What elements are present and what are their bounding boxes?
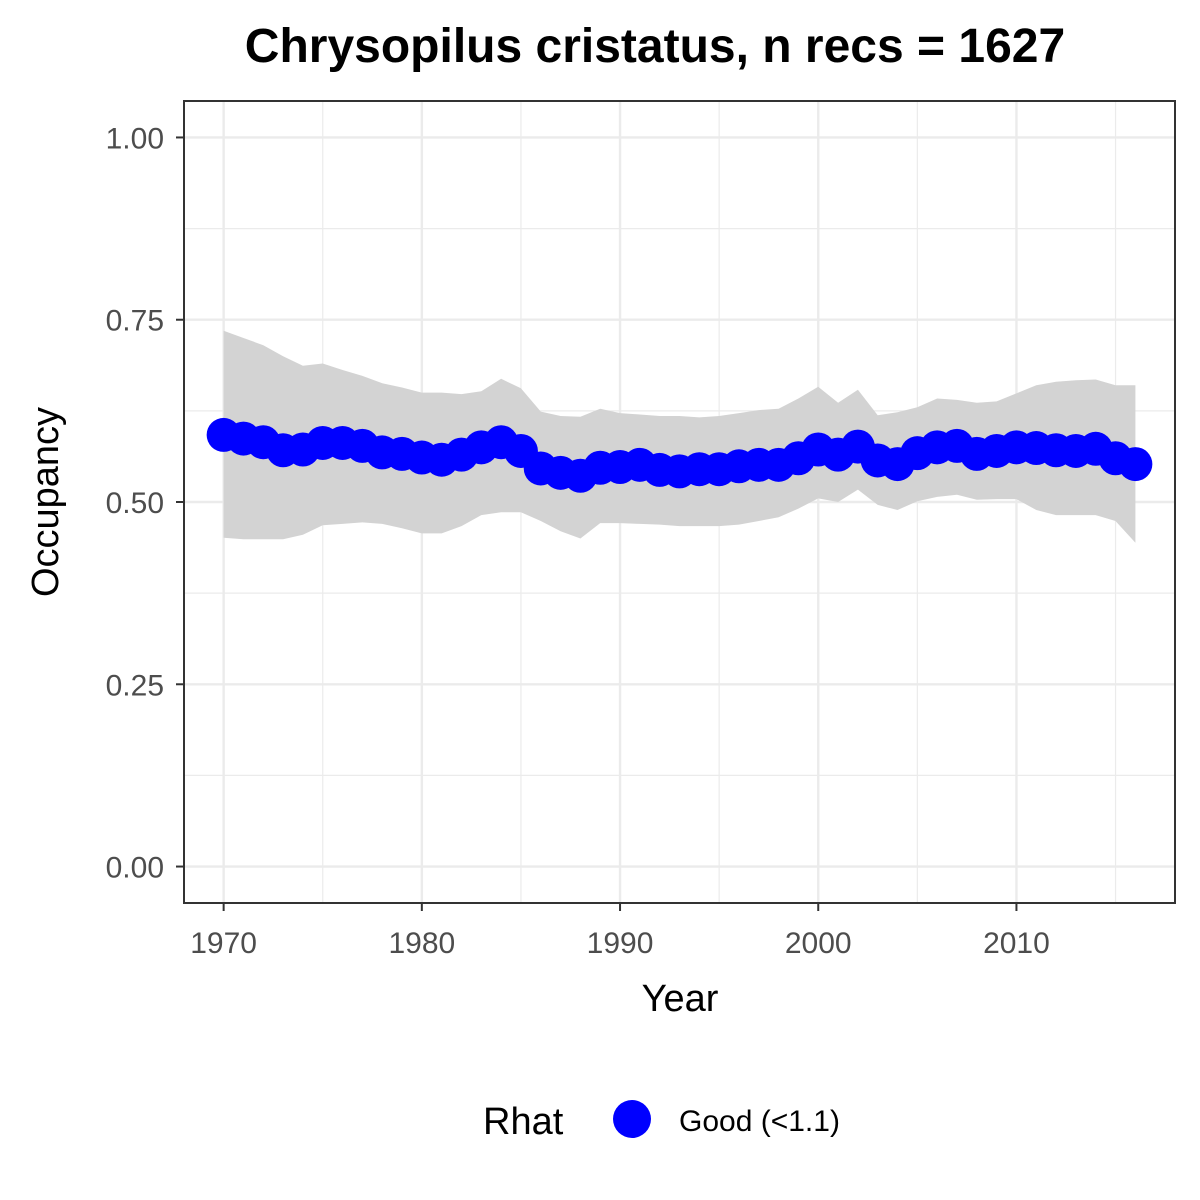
x-tick-label: 1990 [587, 927, 654, 960]
legend-key-good [613, 1100, 651, 1138]
y-tick-label: 1.00 [106, 122, 164, 155]
data-points [206, 417, 1153, 493]
y-tick-label: 0.25 [106, 669, 164, 702]
legend-label-good: Good (<1.1) [679, 1105, 840, 1138]
x-tick-label: 2010 [983, 927, 1050, 960]
axis-ticks: 1970 1980 1990 2000 2010 0.00 0.25 0.50 0.75 1.00 [106, 122, 1050, 960]
chart-title: Chrysopilus cristatus, n recs = 1627 [245, 20, 1065, 73]
x-axis-title: Year [642, 978, 719, 1020]
x-tick-label: 1980 [388, 927, 455, 960]
credible-interval-ribbon [223, 330, 1136, 543]
y-tick-label: 0.75 [106, 305, 164, 338]
y-axis-title: Occupancy [25, 407, 67, 597]
x-tick-label: 1970 [190, 927, 257, 960]
data-point [1118, 447, 1153, 482]
y-tick-label: 0.50 [106, 487, 164, 520]
legend: Rhat Good (<1.1) [483, 1100, 840, 1143]
legend-title: Rhat [483, 1101, 564, 1143]
y-tick-label: 0.00 [106, 852, 164, 885]
x-tick-label: 2000 [785, 927, 852, 960]
